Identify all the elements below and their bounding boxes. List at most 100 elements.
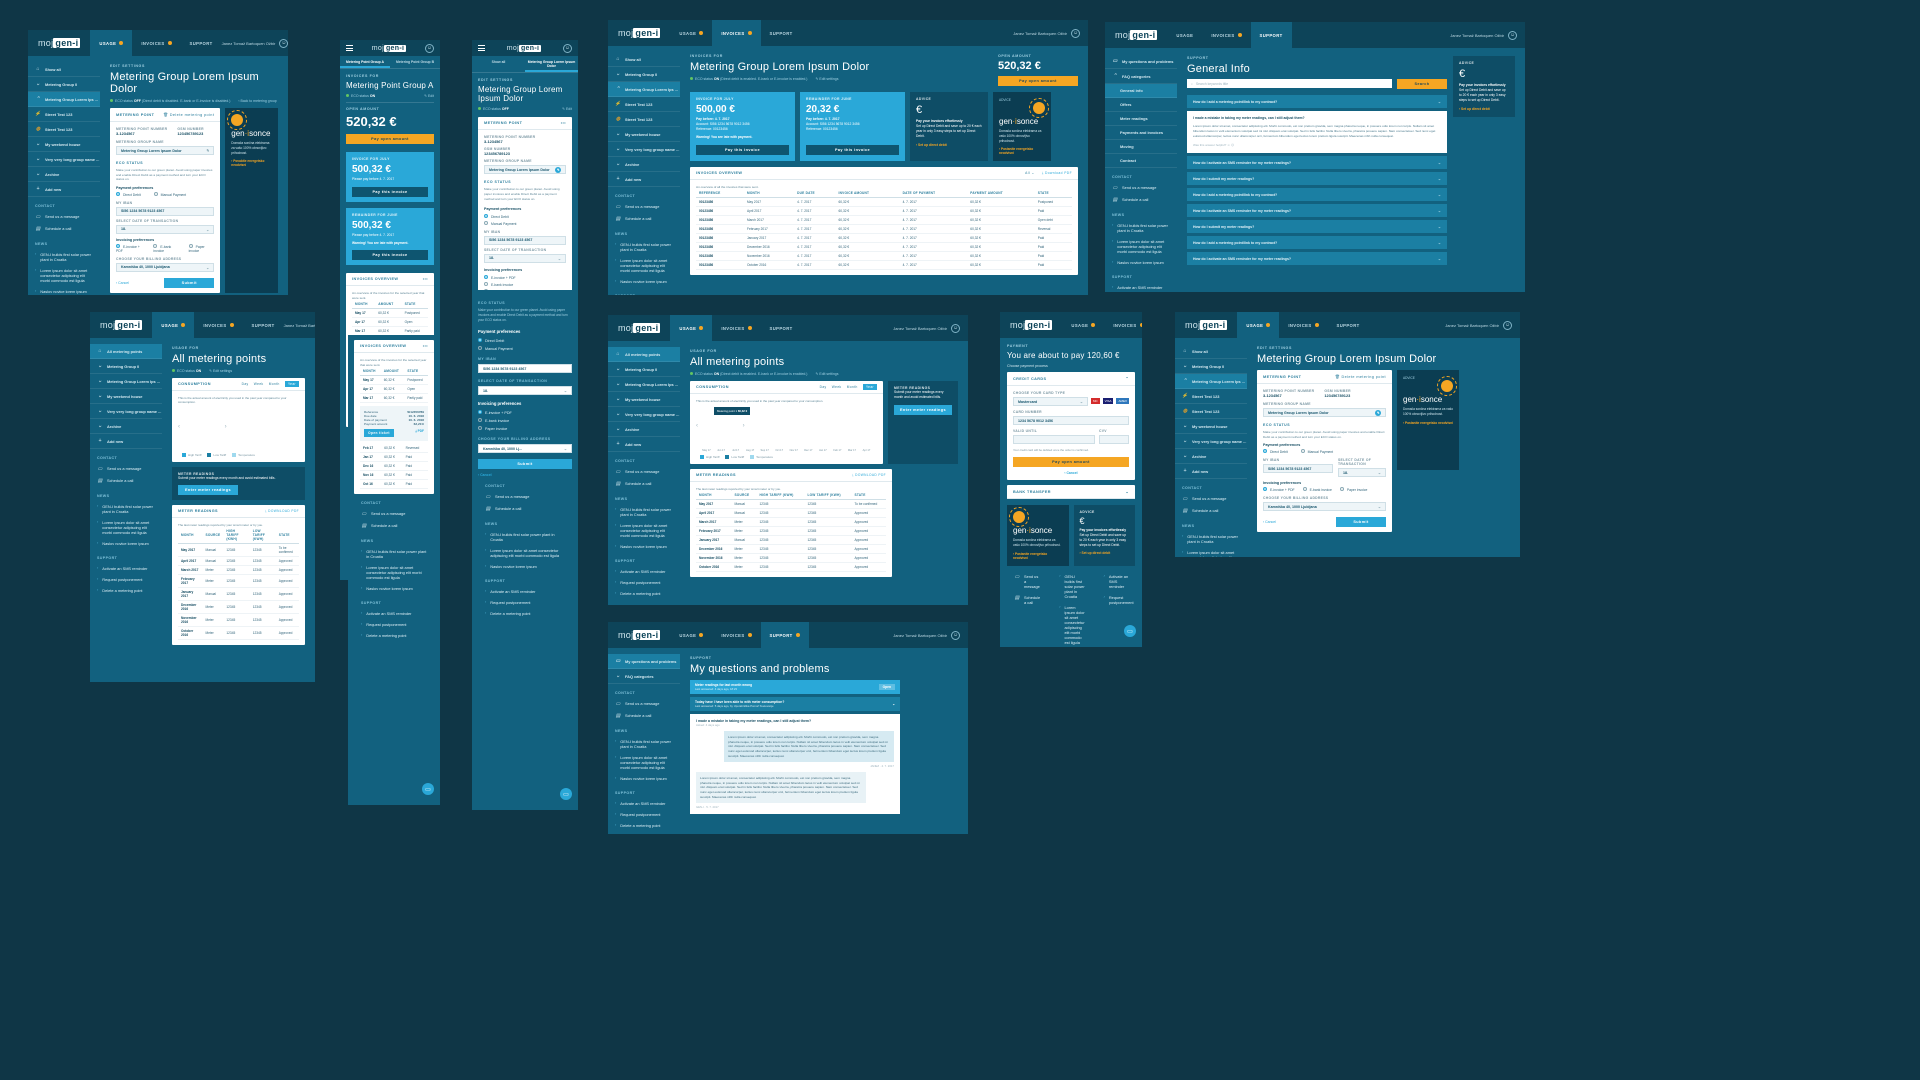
iban-input[interactable]: SI56 1234 5678 9123 4567 xyxy=(478,364,572,374)
table-row[interactable]: January 2017 Manual 12345 12345 Approved xyxy=(178,587,299,601)
send-message-link[interactable]: ▭Send us a message xyxy=(485,494,530,501)
iban-input[interactable]: SI56 1234 5678 9123 4567 xyxy=(116,206,215,216)
send-message-link[interactable]: ▭Send us a message xyxy=(1112,185,1157,191)
radio-einvoice[interactable] xyxy=(1263,487,1267,492)
date-select[interactable]: 18. ⌄ xyxy=(484,253,566,263)
delete-metering-point-button[interactable]: 🗑 Delete metering point xyxy=(1334,375,1386,379)
news-link-1[interactable]: ›Lorem ipsum dolor sit amet consectetur … xyxy=(1175,547,1247,557)
sidebar-item-group-0[interactable]: ⌄ Metering Group 0 xyxy=(90,359,162,374)
radio-manual[interactable] xyxy=(1300,449,1305,454)
pay-open-amount-button[interactable]: Pay open amount xyxy=(998,76,1078,86)
pay-july-button[interactable]: Pay this invoice xyxy=(352,186,428,197)
pencil-icon[interactable]: ✎ xyxy=(205,148,210,153)
schedule-call-link[interactable]: ▤Schedule a call xyxy=(97,478,134,484)
sidebar-item-archive[interactable]: ⌄ Archive xyxy=(28,167,100,182)
bar-group[interactable] xyxy=(705,403,707,449)
sidebar-send-message[interactable]: ▭ Send us a message xyxy=(35,214,80,220)
group-name-input[interactable]: Metering Group Lorem Ipsum Dolor ✎ xyxy=(484,165,566,174)
sidebar-item-payments[interactable]: Payments and invoices xyxy=(1105,126,1177,140)
prev-period-button[interactable]: ‹ xyxy=(178,424,180,430)
table-row[interactable]: February 2017 Meter 12345 12345 Approved xyxy=(178,574,299,588)
prev-period-button[interactable]: ‹ xyxy=(696,423,698,429)
tab-usage[interactable]: USAGE xyxy=(670,315,713,341)
news-link-2[interactable]: ›Naslov novice lorem ipsum xyxy=(485,564,537,570)
group-name-input[interactable]: Metering Group Lorem Ipsum Dolor ✎ xyxy=(116,146,215,155)
sidebar-item-meter-readings[interactable]: Meter readings xyxy=(1105,112,1177,126)
news-link-1[interactable]: ›Lorem ipsum dolor sit amet consectetur … xyxy=(1059,604,1085,645)
cvv-input[interactable] xyxy=(1099,435,1129,444)
back-link[interactable]: ‹ Back to metering group xyxy=(238,99,277,103)
table-row[interactable]: Apr 17 60,32 € Open xyxy=(360,384,428,395)
pay-july-button[interactable]: Pay this invoice xyxy=(696,144,789,155)
radio-einvoice[interactable] xyxy=(116,243,120,248)
cancel-link[interactable]: › Cancel xyxy=(478,473,492,478)
sidebar-item-archive[interactable]: ⌄ Archive xyxy=(90,419,162,434)
promo-link[interactable]: › Postanite energetsko neodvisni xyxy=(1403,420,1453,425)
logo[interactable]: moj gen-i xyxy=(371,44,407,52)
table-row[interactable]: 00123456 January 2017 4. 7. 2017 60,32 €4. … xyxy=(696,233,1072,244)
sidebar-news-0[interactable]: › GEN-I builds first solar power plant in… xyxy=(35,252,91,262)
promo-link[interactable]: › Postanite energetsko neodvisni xyxy=(999,147,1034,156)
news-link-0[interactable]: ›GEN-I builds first solar power plant in… xyxy=(615,739,671,749)
sidebar-item-add-new[interactable]: + Add new xyxy=(1175,464,1247,479)
table-row[interactable]: May 17 60,32 € Postponed xyxy=(360,375,428,386)
thumbs-down-icon[interactable]: ☹ xyxy=(1231,143,1235,148)
table-row[interactable]: December 2016 Meter 12345 12345 Approved xyxy=(696,544,886,554)
radio-direct-debit[interactable] xyxy=(1263,449,1267,454)
user-menu[interactable]: Janez Tomaž Bartoquen Ožbir☺ xyxy=(222,38,288,48)
send-message-link[interactable]: ▭Send us a message xyxy=(361,511,406,518)
send-message-link[interactable]: ▭Send us a message xyxy=(97,466,142,472)
tab-support[interactable]: SUPPORT xyxy=(189,40,213,46)
sidebar-item-group-0[interactable]: ⌄ Metering Group 0 xyxy=(28,77,100,92)
support-link-0[interactable]: ›Activate an SMS reminder xyxy=(485,589,536,595)
radio-manual[interactable] xyxy=(484,220,488,225)
user-menu[interactable]: Janez Tomaž Bartoquen Ožbir☺ xyxy=(1013,28,1080,38)
table-row[interactable]: February 2017 Meter 12345 12345 Approved xyxy=(696,526,886,536)
tab-group-b[interactable]: Metering Point Group B xyxy=(395,60,435,64)
tab-day[interactable]: Day xyxy=(819,385,827,389)
table-row[interactable]: 00123456 December 2016 4. 7. 2017 60,32 €4.… xyxy=(696,242,1072,253)
support-link-1[interactable]: ›Request postponement xyxy=(485,600,531,606)
avatar[interactable]: ☺ xyxy=(562,43,572,53)
download-pdf-button[interactable]: ⤓ Download PDF xyxy=(1041,171,1072,176)
support-link-0[interactable]: ›Activate an SMS reminder xyxy=(1112,285,1163,290)
pay-button[interactable]: Pay open amount xyxy=(1013,457,1129,467)
sidebar-item-add-new[interactable]: + Add new xyxy=(608,172,680,187)
news-link-2[interactable]: ›Naslov novice lorem ipsum xyxy=(615,544,667,549)
sidebar-item-weekend[interactable]: ⌄ My weekend house xyxy=(28,137,100,152)
tab-week[interactable]: Week xyxy=(253,382,264,386)
news-link-1[interactable]: ›Lorem ipsum dolor sit amet consectetur … xyxy=(615,755,668,770)
sidebar-item-group-lorem[interactable]: ⌃ Metering Group Lorem Ips ... xyxy=(28,92,100,107)
bar-group[interactable] xyxy=(194,404,196,450)
radio-manual[interactable] xyxy=(478,346,482,351)
radio-ebank[interactable] xyxy=(478,418,482,423)
tab-group-lorem[interactable]: Metering Group Lorem Ipsum Dolor xyxy=(525,56,578,72)
faq-item[interactable]: How do I activate an SMS reminder for my… xyxy=(1187,156,1447,170)
tab-year[interactable]: Year xyxy=(862,384,877,390)
pencil-icon[interactable]: ✎ xyxy=(555,166,561,173)
cancel-link[interactable]: ‹ Cancel xyxy=(116,280,130,285)
table-row[interactable]: 00123456 October 2016 4. 7. 2017 60,32 €4. … xyxy=(696,260,1072,271)
delete-metering-point-button[interactable]: 🗑 Delete metering point xyxy=(163,113,215,117)
sidebar-item-street-123b[interactable]: ◍ Street Test 123 xyxy=(1175,404,1247,419)
tab-invoices[interactable]: INVOICES xyxy=(1279,312,1327,338)
sidebar-schedule-call[interactable]: ▤ Schedule a call xyxy=(35,226,72,232)
bar-group[interactable] xyxy=(206,404,208,450)
support-link-0[interactable]: ›Activate an SMS reminder xyxy=(615,569,666,574)
pencil-icon[interactable]: ✎ xyxy=(1375,409,1381,416)
tab-invoices[interactable]: INVOICES xyxy=(194,312,242,338)
table-row[interactable]: Apr 17 60,32 € Open xyxy=(352,317,428,328)
tab-usage[interactable]: USAGE xyxy=(670,20,712,46)
setup-direct-debit-link[interactable]: › Set up direct debit xyxy=(1079,550,1111,555)
sidebar-item-long[interactable]: ⌄ Very very long group name ... xyxy=(90,404,162,419)
faq-item[interactable]: How do I add a metering point/link to my… xyxy=(1187,95,1447,108)
user-menu[interactable]: Janez Tomaž Bartoquen Ožbir☺ xyxy=(893,630,960,640)
sidebar-item-faq-categories[interactable]: ⌃ FAQ categories xyxy=(1105,69,1177,84)
support-link-0[interactable]: ›Activate an SMS reminder xyxy=(615,801,666,806)
schedule-call-link[interactable]: ▤Schedule a call xyxy=(615,481,652,487)
support-link-0[interactable]: ›Activate an SMS reminder xyxy=(361,611,412,617)
bar-group[interactable] xyxy=(197,404,199,450)
avatar[interactable]: ☺ xyxy=(424,43,434,53)
